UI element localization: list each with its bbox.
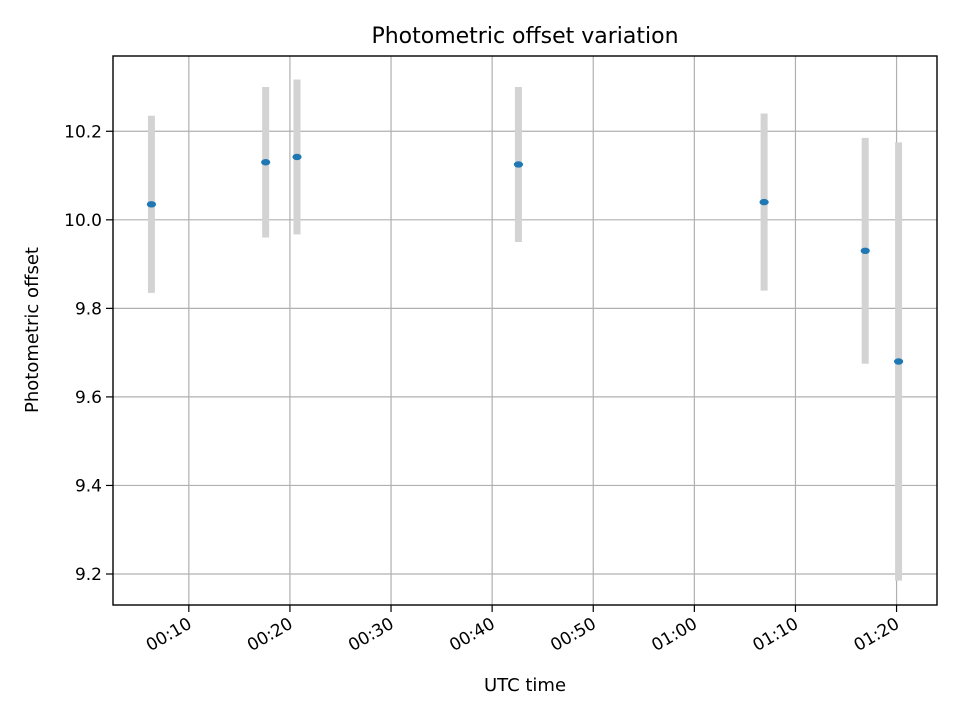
data-point: [860, 247, 870, 255]
y-tick-label: 9.2: [75, 565, 102, 585]
data-point: [261, 159, 271, 166]
y-tick-label: 10.0: [64, 211, 102, 231]
y-tick-label: 9.4: [75, 476, 102, 496]
data-points: [146, 153, 904, 365]
grid: [113, 56, 937, 605]
y-tick-label: 10.2: [64, 122, 102, 142]
y-axis-ticks: 9.2 9.4 9.6 9.8 10.0 10.2: [64, 122, 113, 585]
plot-frame: [112, 55, 938, 606]
data-point: [292, 153, 302, 161]
y-tick-label: 9.6: [75, 388, 102, 408]
x-axis-label: UTC time: [484, 675, 566, 696]
data-point: [893, 358, 904, 365]
data-point: [146, 201, 157, 208]
chart-title: Photometric offset variation: [371, 24, 678, 49]
y-axis-label: Photometric offset: [22, 247, 43, 413]
data-point: [513, 161, 524, 168]
y-tick-label: 9.8: [75, 299, 102, 319]
data-point: [759, 198, 769, 206]
